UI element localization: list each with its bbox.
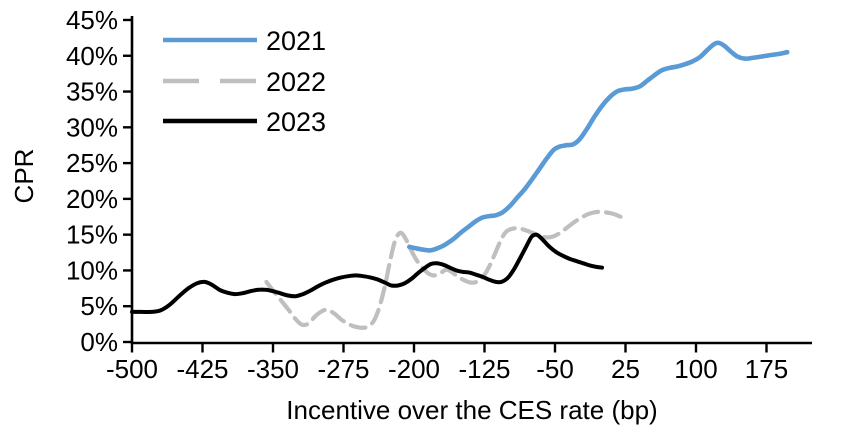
y-tick-label: 45% [66,5,118,35]
x-tick-label: -425 [176,354,228,384]
axis-ticks: -500 -425 -350 -275 -200 -125 -50 25 100 175 0% 5% 1… [66,5,788,384]
x-tick-label: 100 [674,354,717,384]
series-lines [130,40,790,330]
x-tick-label: -350 [247,354,299,384]
axes [130,16,812,345]
x-tick-label: -500 [106,354,158,384]
x-tick-label: -125 [458,354,510,384]
legend-label-2023: 2023 [266,107,326,137]
series-line-2022 [264,209,623,330]
x-tick-label: -275 [317,354,369,384]
y-tick-label: 40% [66,41,118,71]
legend: 2021 2022 2023 [163,26,326,137]
y-tick-label: 5% [80,291,118,321]
x-axis-title: Incentive over the CES rate (bp) [286,395,657,425]
y-tick-label: 30% [66,112,118,142]
x-tick-label: -200 [388,354,440,384]
y-tick-label: 0% [80,327,118,357]
y-tick-label: 15% [66,220,118,250]
series-line-2021 [407,40,790,253]
y-tick-label: 25% [66,148,118,178]
x-tick-label: 175 [745,354,788,384]
legend-label-2022: 2022 [266,67,326,97]
y-tick-label: 35% [66,77,118,107]
legend-label-2021: 2021 [266,26,326,56]
y-tick-label: 20% [66,184,118,214]
series-line-2023 [130,232,604,315]
x-tick-label: -50 [536,354,574,384]
x-tick-label: 25 [611,354,640,384]
y-tick-label: 10% [66,255,118,285]
y-axis-title: CPR [9,149,39,204]
